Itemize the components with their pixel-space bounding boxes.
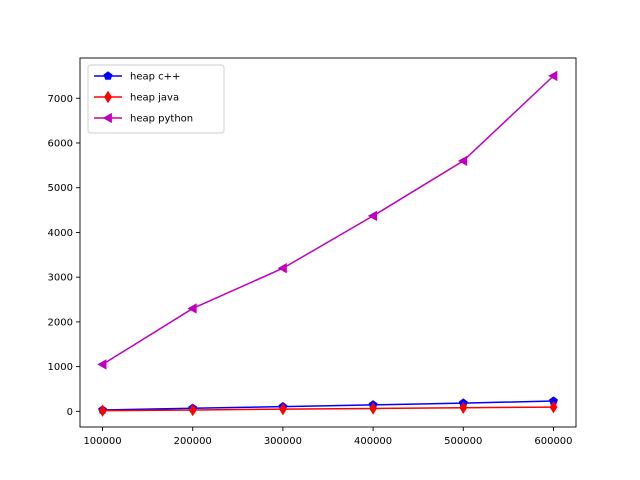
x-tick-label: 100000 [83,436,121,447]
data-point [549,400,558,414]
y-tick-label: 1000 [48,362,73,373]
x-tick-label: 200000 [174,436,212,447]
data-point [97,359,107,370]
legend-item: heap python [94,112,193,125]
x-axis: 100000 200000 300000 400000 500000 600000 [83,427,573,447]
y-tick-label: 7000 [48,94,73,105]
legend-marker [104,90,112,104]
data-point [457,155,468,167]
data-point [279,402,287,416]
legend-label: heap c++ [130,72,180,83]
series-2 [97,70,558,370]
legend: heap c++ heap java heap python [87,64,225,134]
legend-label: heap java [130,93,179,104]
series-1 [98,400,558,417]
data-point [188,403,197,417]
series-line [102,75,554,366]
series-layer [97,70,558,417]
series-line [102,406,554,412]
legend-box [87,64,225,134]
data-point [98,404,107,417]
y-tick-label: 3000 [48,273,73,284]
legend-item: heap c++ [94,71,180,83]
legend-marker [103,71,113,80]
y-tick-label: 0 [67,407,73,418]
x-tick-label: 300000 [264,436,302,447]
data-point [459,401,468,415]
y-tick-label: 6000 [48,138,73,149]
y-axis: 0 1000 2000 3000 4000 5000 6000 7000 [48,94,80,418]
data-point [277,263,287,274]
series-line [102,400,554,411]
legend-marker [102,112,112,124]
y-tick-label: 4000 [48,228,73,239]
legend-item: heap java [94,90,179,104]
data-point [367,210,377,222]
x-tick-label: 500000 [444,436,482,447]
y-tick-label: 2000 [48,317,73,328]
y-tick-label: 5000 [48,183,73,194]
data-point [548,70,558,82]
x-tick-label: 600000 [534,436,572,447]
data-point [369,402,377,415]
x-tick-label: 400000 [354,436,392,447]
legend-label: heap python [130,114,193,125]
data-point [187,303,197,314]
